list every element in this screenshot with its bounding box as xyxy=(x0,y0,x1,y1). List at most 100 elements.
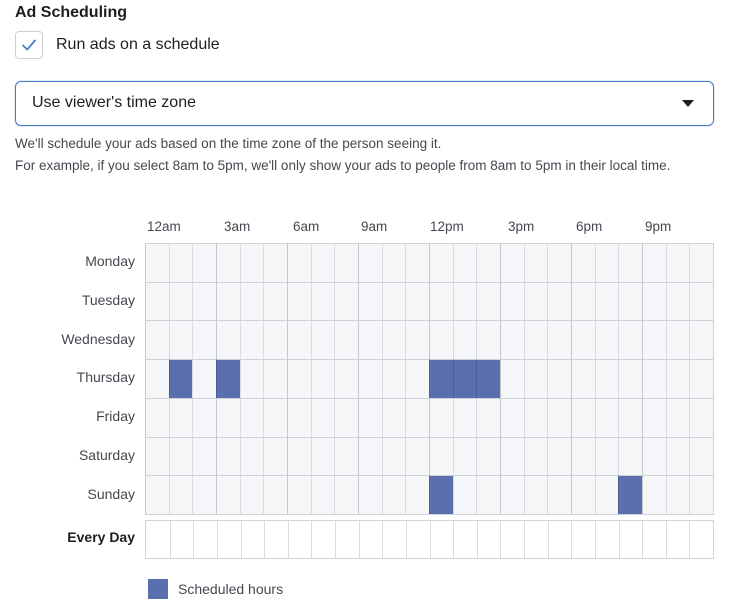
every-day-hour-cell[interactable] xyxy=(594,521,619,558)
hour-cell[interactable] xyxy=(286,359,311,398)
hour-cell[interactable] xyxy=(168,281,193,321)
hour-cell[interactable] xyxy=(286,397,311,437)
hour-cell[interactable] xyxy=(381,436,406,476)
hour-cell[interactable] xyxy=(286,320,311,360)
hour-cell[interactable] xyxy=(570,436,595,476)
every-day-hour-cell[interactable] xyxy=(476,521,501,558)
hour-cell[interactable] xyxy=(239,359,264,398)
hour-cell[interactable] xyxy=(310,475,335,514)
hour-cell[interactable] xyxy=(547,320,571,360)
every-day-hour-cell[interactable] xyxy=(335,521,359,558)
hour-cell[interactable] xyxy=(594,397,619,437)
hour-cell[interactable] xyxy=(239,243,264,282)
hour-cell[interactable] xyxy=(476,475,500,514)
hour-cell[interactable] xyxy=(594,475,619,514)
hour-cell[interactable] xyxy=(570,320,595,360)
hour-cell[interactable] xyxy=(357,243,382,282)
hour-cell[interactable] xyxy=(641,436,666,476)
hour-cell[interactable] xyxy=(641,320,666,360)
every-day-hour-cell[interactable] xyxy=(571,521,595,558)
hour-cell[interactable] xyxy=(428,320,453,360)
hour-cell[interactable] xyxy=(405,475,429,514)
hour-cell[interactable] xyxy=(618,475,642,514)
hour-cell[interactable] xyxy=(428,397,453,437)
hour-cell[interactable] xyxy=(641,281,666,321)
hour-cell[interactable] xyxy=(357,281,382,321)
hour-cell[interactable] xyxy=(665,359,690,398)
every-day-hour-cell[interactable] xyxy=(642,521,666,558)
hour-cell[interactable] xyxy=(499,243,524,282)
hour-cell[interactable] xyxy=(239,436,264,476)
hour-cell[interactable] xyxy=(547,397,571,437)
hour-cell[interactable] xyxy=(594,359,619,398)
timezone-dropdown[interactable]: Use viewer's time zone xyxy=(15,81,714,126)
hour-cell[interactable] xyxy=(168,359,193,398)
hour-cell[interactable] xyxy=(405,320,429,360)
run-on-schedule-label[interactable]: Run ads on a schedule xyxy=(56,36,220,53)
hour-cell[interactable] xyxy=(381,397,406,437)
hour-cell[interactable] xyxy=(452,320,477,360)
hour-cell[interactable] xyxy=(523,320,548,360)
every-day-hour-cell[interactable] xyxy=(500,521,524,558)
every-day-hour-cell[interactable] xyxy=(547,521,572,558)
every-day-hour-cell[interactable] xyxy=(453,521,477,558)
run-on-schedule-checkbox[interactable] xyxy=(15,31,43,59)
hour-cell[interactable] xyxy=(192,436,216,476)
hour-cell[interactable] xyxy=(145,243,169,282)
hour-cell[interactable] xyxy=(452,243,477,282)
hour-cell[interactable] xyxy=(499,281,524,321)
hour-cell[interactable] xyxy=(334,281,358,321)
hour-cell[interactable] xyxy=(523,359,548,398)
hour-cell[interactable] xyxy=(641,243,666,282)
hour-cell[interactable] xyxy=(570,475,595,514)
hour-cell[interactable] xyxy=(381,320,406,360)
hour-cell[interactable] xyxy=(499,436,524,476)
hour-cell[interactable] xyxy=(641,475,666,514)
hour-cell[interactable] xyxy=(334,359,358,398)
hour-cell[interactable] xyxy=(452,475,477,514)
hour-cell[interactable] xyxy=(334,243,358,282)
hour-cell[interactable] xyxy=(594,436,619,476)
hour-cell[interactable] xyxy=(145,475,169,514)
every-day-hour-cell[interactable] xyxy=(382,521,406,558)
hour-cell[interactable] xyxy=(428,359,453,398)
hour-cell[interactable] xyxy=(499,397,524,437)
every-day-hour-cell[interactable] xyxy=(429,521,454,558)
every-day-hour-cell[interactable] xyxy=(689,521,713,558)
hour-cell[interactable] xyxy=(215,281,240,321)
hour-cell[interactable] xyxy=(689,320,713,360)
hour-cell[interactable] xyxy=(334,320,358,360)
hour-cell[interactable] xyxy=(523,243,548,282)
every-day-hour-cell[interactable] xyxy=(146,521,170,558)
hour-cell[interactable] xyxy=(357,320,382,360)
hour-cell[interactable] xyxy=(570,359,595,398)
hour-cell[interactable] xyxy=(263,243,287,282)
hour-cell[interactable] xyxy=(215,359,240,398)
hour-cell[interactable] xyxy=(665,436,690,476)
hour-cell[interactable] xyxy=(239,397,264,437)
hour-cell[interactable] xyxy=(381,281,406,321)
hour-cell[interactable] xyxy=(310,243,335,282)
hour-cell[interactable] xyxy=(641,359,666,398)
schedule-grid[interactable] xyxy=(145,243,714,515)
hour-cell[interactable] xyxy=(215,475,240,514)
hour-cell[interactable] xyxy=(523,281,548,321)
hour-cell[interactable] xyxy=(145,436,169,476)
every-day-hour-cell[interactable] xyxy=(169,521,194,558)
every-day-hour-cell[interactable] xyxy=(405,521,430,558)
hour-cell[interactable] xyxy=(547,475,571,514)
hour-cell[interactable] xyxy=(310,359,335,398)
hour-cell[interactable] xyxy=(192,359,216,398)
hour-cell[interactable] xyxy=(689,436,713,476)
hour-cell[interactable] xyxy=(192,475,216,514)
hour-cell[interactable] xyxy=(286,436,311,476)
hour-cell[interactable] xyxy=(665,320,690,360)
hour-cell[interactable] xyxy=(215,436,240,476)
hour-cell[interactable] xyxy=(689,281,713,321)
hour-cell[interactable] xyxy=(192,243,216,282)
every-day-hour-cell[interactable] xyxy=(287,521,312,558)
hour-cell[interactable] xyxy=(215,320,240,360)
hour-cell[interactable] xyxy=(286,243,311,282)
hour-cell[interactable] xyxy=(286,475,311,514)
every-day-hour-cell[interactable] xyxy=(358,521,383,558)
